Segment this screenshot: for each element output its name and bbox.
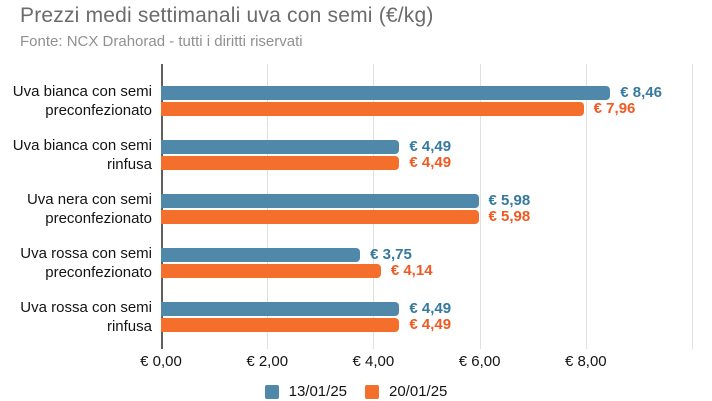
value-axis: € 0,00 € 2,00 € 4,00 € 6,00 € 8,00	[0, 353, 712, 373]
bar-20-01-25-4	[161, 318, 400, 332]
bar-13-01-25-4	[161, 302, 400, 316]
x-tick-label: € 0,00	[140, 353, 182, 370]
category-axis: Uva bianca con semi preconfezionato Uva bi…	[0, 64, 152, 349]
legend: 13/01/25 20/01/25	[0, 382, 712, 401]
x-tick-label: € 4,00	[352, 353, 395, 370]
bar-20-01-25-0	[161, 102, 584, 116]
x-tick-label: € 2,00	[246, 353, 289, 370]
bar-value-label: € 4,49	[409, 300, 452, 317]
bar-value-label: € 4,49	[409, 316, 452, 333]
category-label: Uva bianca con semi preconfezionato	[12, 83, 152, 119]
bar-13-01-25-1	[161, 140, 400, 154]
bar-value-label: € 3,75	[370, 246, 412, 263]
x-tick-label: € 8,00	[564, 353, 607, 370]
legend-item-20-01-25: 20/01/25	[365, 383, 447, 400]
bar-value-label: € 5,98	[488, 192, 531, 209]
bar-value-label: € 4,49	[409, 138, 452, 155]
category-label: Uva rossa con semi rinfusa	[20, 299, 152, 335]
bar-value-label: € 4,49	[409, 154, 452, 171]
bar-value-label: € 4,14	[390, 262, 433, 279]
legend-label: 20/01/25	[389, 383, 448, 400]
chart-title: Prezzi medi settimanali uva con semi (€/…	[20, 4, 434, 27]
category-label: Uva bianca con semi rinfusa	[12, 137, 152, 173]
gridline	[692, 64, 693, 349]
legend-swatch	[264, 384, 279, 399]
gridline	[479, 64, 481, 349]
bar-value-label: € 5,98	[488, 208, 531, 225]
chart-subtitle: Fonte: NCX Drahorad - tutti i diritti ri…	[20, 33, 303, 50]
legend-swatch	[365, 384, 379, 399]
bar-13-01-25-0	[161, 86, 611, 100]
bar-value-label: € 7,96	[593, 100, 636, 117]
bar-20-01-25-3	[161, 264, 381, 278]
plot-area: € 8,46 € 4,49 € 5,98 € 3,75 € 4,49 € 7,96 € 4,…	[161, 64, 693, 349]
x-tick-label: € 6,00	[458, 353, 501, 370]
gridline	[585, 64, 587, 349]
legend-item-13-01-25: 13/01/25	[264, 383, 347, 400]
bar-20-01-25-2	[161, 210, 479, 224]
category-label: Uva nera con semi preconfezionato	[26, 191, 152, 227]
legend-label: 13/01/25	[288, 383, 347, 400]
bar-value-label: € 8,46	[620, 84, 662, 101]
category-label: Uva rossa con semi preconfezionato	[20, 245, 152, 281]
bar-20-01-25-1	[161, 156, 400, 170]
bar-13-01-25-2	[161, 194, 479, 208]
bar-13-01-25-3	[161, 248, 361, 262]
